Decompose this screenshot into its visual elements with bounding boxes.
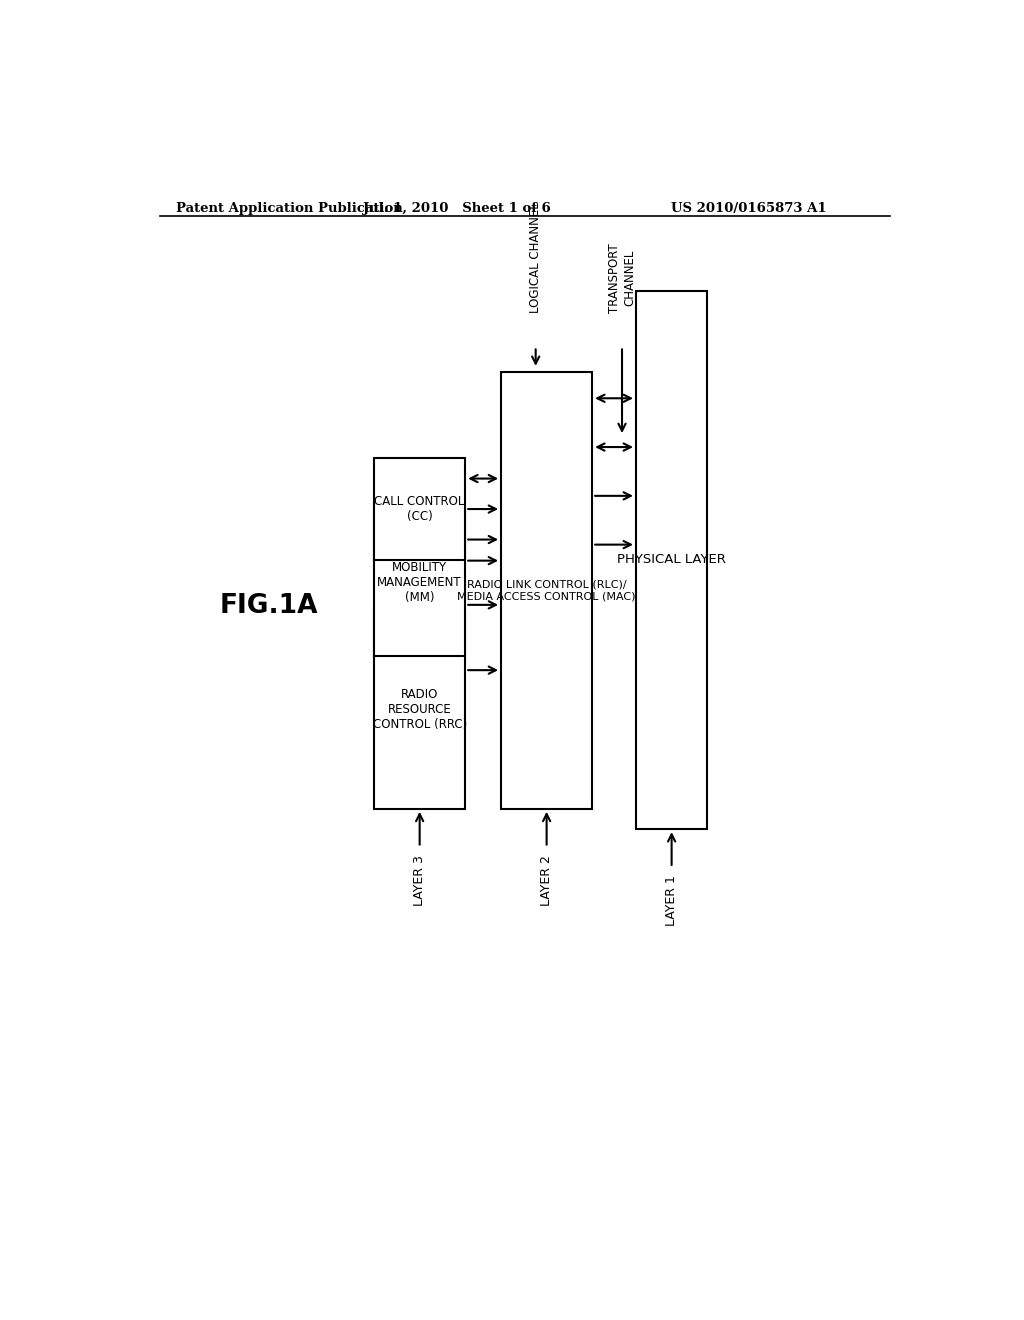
Text: CALL CONTROL
(CC): CALL CONTROL (CC) [375,495,465,523]
FancyBboxPatch shape [374,611,465,809]
FancyBboxPatch shape [374,458,465,560]
Text: Jul. 1, 2010   Sheet 1 of 6: Jul. 1, 2010 Sheet 1 of 6 [364,202,551,215]
Text: RADIO LINK CONTROL (RLC)/
MEDIA ACCESS CONTROL (MAC): RADIO LINK CONTROL (RLC)/ MEDIA ACCESS C… [458,579,636,601]
Text: MOBILITY
MANAGEMENT
(MM): MOBILITY MANAGEMENT (MM) [377,561,462,605]
FancyBboxPatch shape [501,372,592,809]
Text: LAYER 3: LAYER 3 [413,854,426,906]
Text: LOGICAL CHANNEL: LOGICAL CHANNEL [529,202,542,313]
Text: TRANSPORT
CHANNEL: TRANSPORT CHANNEL [608,243,636,313]
Text: Patent Application Publication: Patent Application Publication [176,202,402,215]
FancyBboxPatch shape [374,510,465,656]
FancyBboxPatch shape [636,290,708,829]
Text: LAYER 1: LAYER 1 [666,875,678,925]
Text: US 2010/0165873 A1: US 2010/0165873 A1 [671,202,826,215]
Text: LAYER 2: LAYER 2 [540,854,553,906]
Text: RADIO
RESOURCE
CONTROL (RRC): RADIO RESOURCE CONTROL (RRC) [373,688,467,731]
Text: FIG.1A: FIG.1A [219,593,317,619]
Text: PHYSICAL LAYER: PHYSICAL LAYER [617,553,726,566]
